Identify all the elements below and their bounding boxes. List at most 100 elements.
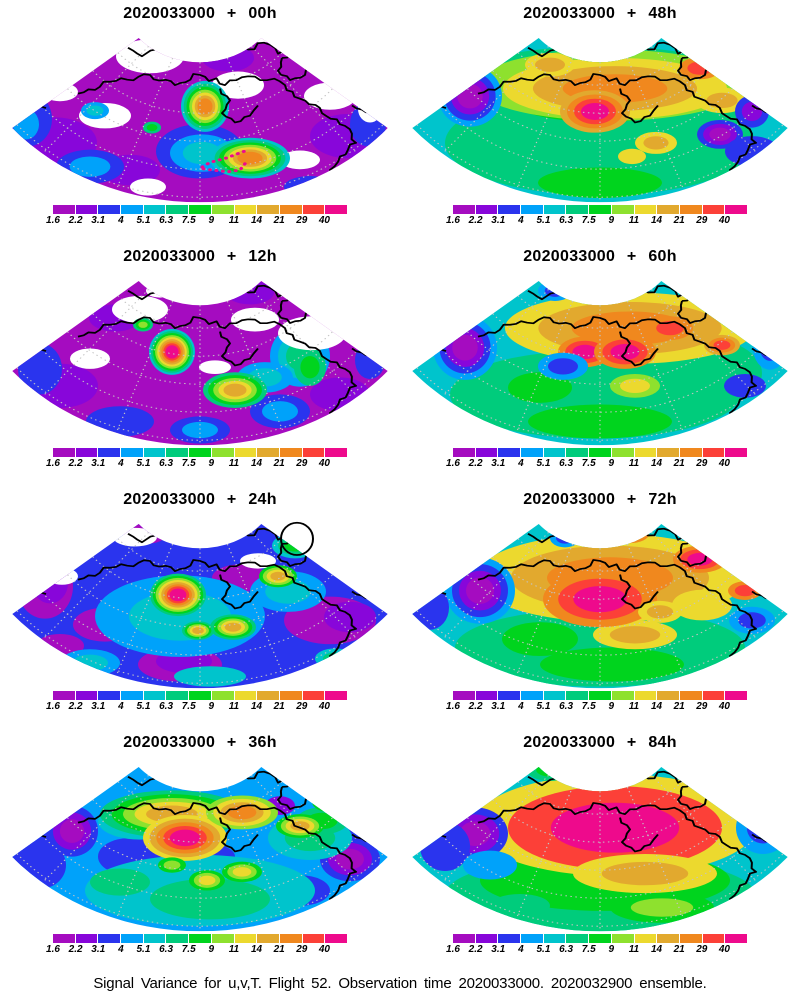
colorbar-swatch [189,934,211,943]
colorbar-tick-label: 11 [228,701,240,712]
colorbar: 1.6 2.2 3.1 4 5.1 6.3 7.5 9 11 14 21 29 40 [446,448,747,471]
colorbar-swatch [702,448,725,457]
colorbar-tick-label: 7.5 [181,701,196,712]
colorbar-swatch [453,448,475,457]
colorbar-tick-label: 5.1 [136,701,151,712]
forecast-panel-60h: 2020033000 + 60h 1.6 2.2 3.1 4 5.1 6.3 7.5 9 11 1… [400,243,800,486]
colorbar-swatch [566,448,589,457]
colorbar-tick-label: 9 [608,215,615,226]
colorbar-tick-labels: 1.6 2.2 3.1 4 5.1 6.3 7.5 9 11 14 21 29 40 [46,701,347,714]
colorbar-tick-label: 2.2 [468,215,483,226]
colorbar-swatch [234,934,257,943]
colorbar-swatch [75,448,98,457]
colorbar-swatch [657,691,679,700]
forecast-panel-84h: 2020033000 + 84h 1.6 2.2 3.1 4 5.1 6.3 7.5 9 11 1… [400,729,800,972]
colorbar-tick-label: 40 [718,701,730,712]
colorbar-swatch [189,448,211,457]
colorbar-tick-label: 4 [518,215,524,226]
colorbar-swatch [121,205,143,214]
colorbar-swatch [634,691,657,700]
colorbar-swatch [611,448,634,457]
panel-title: 2020033000 + 36h [123,734,277,751]
colorbar-tick-label: 11 [628,944,640,955]
colorbar-tick-label: 1.6 [446,944,460,955]
colorbar-swatch [453,934,475,943]
colorbar-swatch [189,205,211,214]
colorbar-tick-label: 1.6 [46,701,60,712]
colorbar-tick-label: 29 [696,458,708,469]
colorbar-swatch [234,205,257,214]
colorbar-tick-label: 21 [673,458,685,469]
colorbar-swatch [498,205,521,214]
colorbar-swatch [257,934,279,943]
colorbar-swatch [679,934,702,943]
colorbar-tick-label: 1.6 [446,215,460,226]
panel-title: 2020033000 + 48h [523,5,677,22]
colorbar-tick-label: 7.5 [581,701,596,712]
colorbar-tick-label: 7.5 [581,944,596,955]
colorbar-swatch [453,691,475,700]
colorbar-tick-label: 3.1 [91,701,106,712]
colorbar-tick-label: 3.1 [491,701,506,712]
colorbar-swatch [121,448,143,457]
colorbar-swatch [189,691,211,700]
colorbar: 1.6 2.2 3.1 4 5.1 6.3 7.5 9 11 14 21 29 40 [46,934,347,957]
colorbar-swatch [75,691,98,700]
colorbar-tick-label: 14 [250,458,263,469]
colorbar-swatch [257,691,279,700]
colorbar-tick-label: 14 [650,215,663,226]
colorbar-swatch [589,691,611,700]
colorbar-swatch [98,934,121,943]
colorbar: 1.6 2.2 3.1 4 5.1 6.3 7.5 9 11 14 21 29 40 [46,448,347,471]
colorbar-swatch [657,448,679,457]
variance-map [412,280,788,446]
colorbar-tick-label: 40 [718,215,730,226]
colorbar-swatch [725,205,747,214]
colorbar-tick-label: 29 [696,944,708,955]
colorbar-tick-label: 40 [318,701,330,712]
colorbar-swatch [325,934,347,943]
colorbar: 1.6 2.2 3.1 4 5.1 6.3 7.5 9 11 14 21 29 40 [446,934,747,957]
colorbar-swatch [679,205,702,214]
colorbar-tick-label: 9 [208,215,215,226]
colorbar-tick-label: 4 [118,215,124,226]
colorbar-swatch [725,448,747,457]
colorbar-tick-label: 5.1 [536,458,551,469]
colorbar-tick-label: 14 [650,458,663,469]
colorbar-swatch [166,448,189,457]
colorbar-tick-label: 4 [118,458,124,469]
colorbar-tick-label: 21 [673,215,685,226]
colorbar-tick-label: 2.2 [68,944,83,955]
variance-map [12,766,388,932]
colorbar-swatches [453,448,747,457]
variance-map [12,280,388,446]
colorbar-swatch [634,448,657,457]
colorbar-tick-label: 11 [628,215,640,226]
colorbar-swatch [143,934,166,943]
colorbar-swatch [279,934,302,943]
colorbar-tick-label: 40 [318,215,330,226]
colorbar-tick-labels: 1.6 2.2 3.1 4 5.1 6.3 7.5 9 11 14 21 29 40 [46,944,347,957]
colorbar-swatch [279,448,302,457]
colorbar-swatch [302,448,325,457]
colorbar-swatch [211,205,234,214]
colorbar-swatch [521,205,543,214]
colorbar-swatch [566,934,589,943]
colorbar-swatches [53,691,347,700]
colorbar-swatch [634,934,657,943]
colorbar-tick-label: 11 [228,215,240,226]
colorbar-tick-label: 7.5 [181,215,196,226]
colorbar-swatch [589,448,611,457]
colorbar-swatch [211,448,234,457]
colorbar-swatch [611,691,634,700]
colorbar-swatch [166,691,189,700]
colorbar-tick-label: 29 [696,701,708,712]
colorbar-tick-label: 6.3 [559,458,574,469]
colorbar-tick-label: 29 [296,215,308,226]
variance-map [12,521,388,689]
colorbar-tick-label: 14 [650,701,663,712]
colorbar-tick-label: 40 [318,458,330,469]
forecast-panel-72h: 2020033000 + 72h 1.6 2.2 3.1 4 5.1 6.3 7.5 9 11 1… [400,486,800,729]
colorbar: 1.6 2.2 3.1 4 5.1 6.3 7.5 9 11 14 21 29 40 [446,205,747,228]
colorbar-swatch [121,934,143,943]
